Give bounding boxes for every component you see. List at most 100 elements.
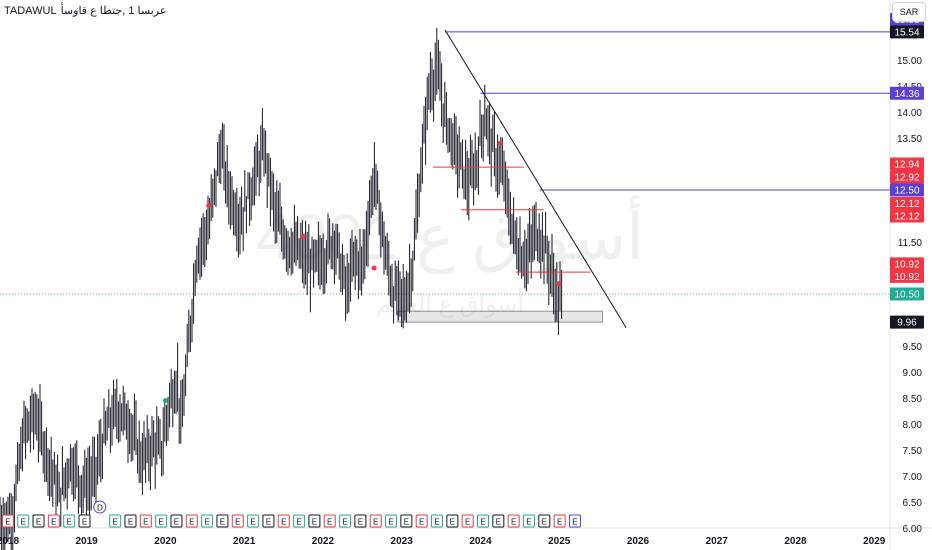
- event-label: E: [189, 518, 194, 527]
- y-tick-label: 7.00: [903, 472, 923, 483]
- earnings-badge: [262, 514, 275, 528]
- event-label: D: [97, 504, 103, 513]
- event-label: E: [496, 518, 501, 527]
- price-label-bg: [890, 315, 924, 329]
- x-tick-label: 2019: [76, 536, 99, 547]
- earnings-badge: [139, 514, 152, 528]
- earnings-badge: [170, 514, 183, 528]
- candles: [0, 27, 563, 550]
- event-label: E: [281, 518, 286, 527]
- y-tick-label: 15.00: [897, 56, 922, 67]
- earnings-badge: [201, 514, 214, 528]
- price-label-bg: [890, 170, 924, 184]
- event-label: E: [327, 518, 332, 527]
- event-label: E: [404, 518, 409, 527]
- x-tick-label: 2026: [627, 536, 650, 547]
- event-label: E: [112, 518, 117, 527]
- currency-button[interactable]: SAR: [892, 2, 926, 22]
- earnings-badge: [78, 514, 91, 528]
- earnings-badge: [247, 514, 260, 528]
- event-label: E: [511, 518, 516, 527]
- event-label: E: [51, 518, 56, 527]
- earnings-badge: [339, 514, 352, 528]
- x-tick-label: 2025: [548, 536, 571, 547]
- price-label: 14.36: [894, 89, 919, 100]
- x-tick-label: 2029: [863, 536, 886, 547]
- earnings-badge: [553, 514, 566, 528]
- price-label-bg: [890, 269, 924, 283]
- price-label-bg: [890, 86, 924, 100]
- y-tick-label: 13.50: [897, 134, 922, 145]
- y-tick-label: 7.50: [903, 446, 923, 457]
- price-label: 10.50: [894, 290, 919, 301]
- event-label: E: [312, 518, 317, 527]
- event-label: E: [235, 518, 240, 527]
- event-label: E: [158, 518, 163, 527]
- earnings-badge: [32, 514, 45, 528]
- earnings-badge: [369, 514, 382, 528]
- earnings-badge: [323, 514, 336, 528]
- event-label: E: [480, 518, 485, 527]
- trendline: [444, 29, 627, 329]
- event-label: E: [342, 518, 347, 527]
- event-label: E: [143, 518, 148, 527]
- earnings-badge: [277, 514, 290, 528]
- price-label: 10.92: [894, 272, 919, 283]
- earnings-badge: [308, 514, 321, 528]
- earnings-badge: [461, 514, 474, 528]
- price-label-bg: [890, 209, 924, 223]
- earnings-badge: [231, 514, 244, 528]
- price-label-bg: [890, 183, 924, 197]
- y-tick-label: 8.00: [903, 420, 923, 431]
- price-label: 15.54: [894, 27, 919, 38]
- signal-marker: [162, 398, 168, 404]
- event-label: E: [434, 518, 439, 527]
- x-tick-label: 2020: [154, 536, 177, 547]
- earnings-badge: [354, 514, 367, 528]
- earnings-badge: [431, 514, 444, 528]
- event-label: E: [388, 518, 393, 527]
- event-label: E: [450, 518, 455, 527]
- price-label-bg: [890, 257, 924, 271]
- event-label: E: [373, 518, 378, 527]
- event-label: E: [542, 518, 547, 527]
- earnings-badge: [109, 514, 122, 528]
- x-tick-label: 2023: [391, 536, 414, 547]
- price-label-bg: [890, 197, 924, 211]
- earnings-badge: [476, 514, 489, 528]
- event-label: E: [526, 518, 531, 527]
- dividend-badge: [93, 500, 107, 514]
- earnings-badge: [415, 514, 428, 528]
- event-label: E: [36, 518, 41, 527]
- earnings-badge: [47, 514, 60, 528]
- event-label: E: [250, 518, 255, 527]
- event-label: E: [174, 518, 179, 527]
- exchange-label: TADAWUL: [4, 4, 57, 17]
- symbol-name: عربسا 1 ,جتطا ع قاوسأ: [60, 5, 167, 17]
- price-label: 12.92: [894, 173, 919, 184]
- event-label: E: [5, 518, 10, 527]
- event-label: E: [82, 518, 87, 527]
- price-label: 12.94: [894, 160, 919, 171]
- event-label: E: [419, 518, 424, 527]
- price-label-bg: [890, 287, 924, 301]
- support-box: [397, 310, 603, 323]
- earnings-badge: [124, 514, 137, 528]
- earnings-badge: [522, 514, 535, 528]
- signal-marker: [206, 203, 212, 209]
- earnings-badge: [568, 514, 581, 528]
- signal-marker: [371, 265, 377, 271]
- event-label: E: [220, 518, 225, 527]
- event-label: E: [557, 518, 562, 527]
- earnings-badge: [17, 514, 30, 528]
- event-label: E: [21, 518, 26, 527]
- x-tick-label: 2021: [233, 536, 256, 547]
- earnings-badge: [400, 514, 413, 528]
- y-tick-label: 11.50: [898, 238, 923, 249]
- event-label: E: [572, 518, 577, 527]
- earnings-badge: [216, 514, 229, 528]
- price-label: 12.50: [894, 186, 919, 197]
- price-label: 10.92: [894, 259, 919, 270]
- price-label: 12.12: [894, 212, 919, 223]
